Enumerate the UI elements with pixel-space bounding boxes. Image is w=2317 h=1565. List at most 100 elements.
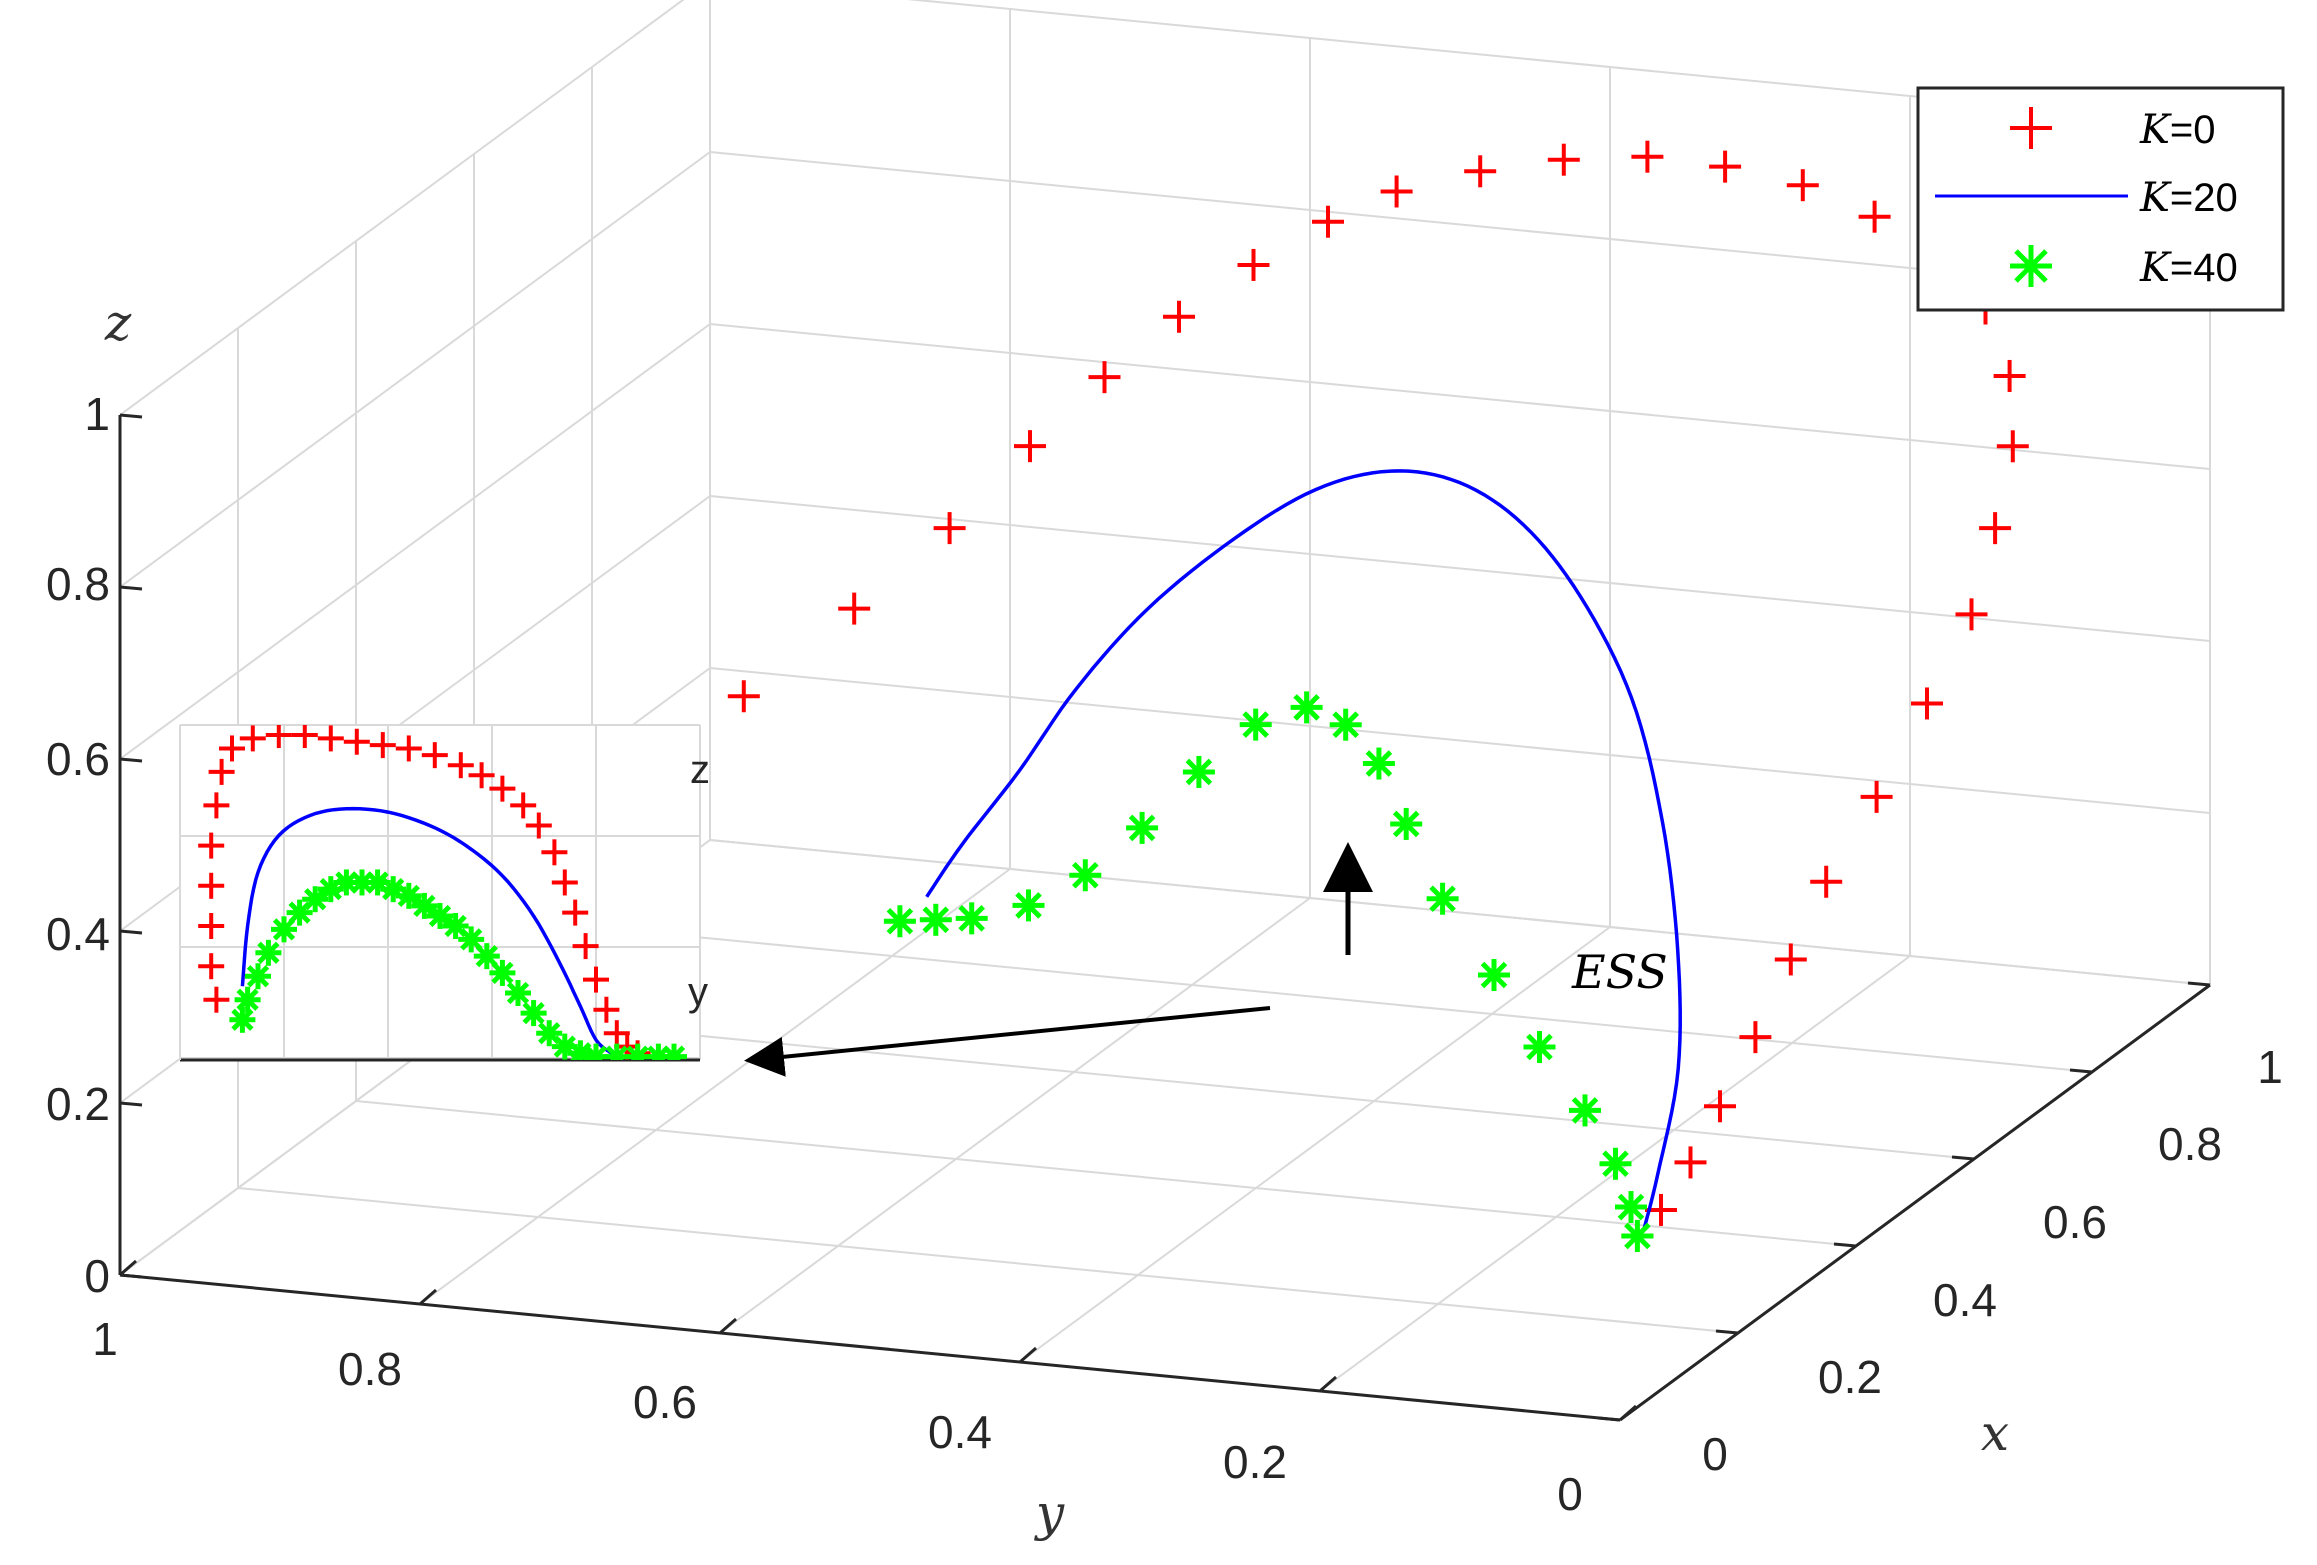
z-tick-label: 0.8	[46, 558, 110, 610]
data-point-asterisk	[380, 876, 407, 903]
legend-entry-k40: K=40	[2010, 245, 2238, 291]
data-point-plus	[562, 899, 589, 926]
data-point-asterisk	[883, 905, 916, 938]
grid-line	[119, 323, 711, 760]
data-point-asterisk	[1126, 811, 1159, 844]
data-point-plus	[1955, 598, 1988, 631]
grid-line	[709, 323, 2211, 470]
data-point-plus	[603, 1020, 630, 1047]
data-point-asterisk	[255, 939, 282, 966]
data-point-plus	[572, 933, 599, 960]
data-point-asterisk	[955, 902, 988, 935]
data-point-plus	[1547, 143, 1580, 176]
data-point-asterisk	[245, 963, 271, 990]
data-point-plus	[1786, 169, 1819, 202]
grid-line	[1019, 926, 1611, 1363]
data-point-plus	[1014, 430, 1046, 463]
x-tick-label: 0.6	[2043, 1196, 2107, 1248]
grid-line	[709, 839, 2211, 986]
z-tick-mark	[119, 585, 143, 591]
legend-label: K=20	[2139, 175, 2238, 221]
z-tick-mark	[119, 1101, 143, 1107]
data-point-plus	[838, 592, 871, 625]
data-point-plus	[1380, 175, 1413, 208]
data-point-plus	[1237, 248, 1270, 281]
y-tick-label: 0.6	[633, 1376, 697, 1428]
data-point-asterisk	[1478, 959, 1510, 991]
data-point-asterisk	[1362, 747, 1395, 780]
x-tick-mark	[1833, 1242, 1857, 1248]
inset-series-line-k20	[240, 806, 613, 1055]
data-point-plus	[421, 742, 448, 769]
plot-series	[372, 140, 2029, 1252]
data-point-plus	[541, 839, 568, 866]
data-point-plus	[727, 680, 760, 713]
grid-line	[719, 897, 1311, 1334]
y-tick-label: 0.8	[338, 1343, 402, 1395]
z-tick-label: 0.6	[46, 733, 110, 785]
legend: K=0 K=20 K=40	[1916, 86, 2285, 312]
ess-label: ESS	[1571, 945, 1668, 999]
data-point-plus	[583, 966, 609, 993]
data-point-plus	[203, 986, 230, 1013]
z-tick-mark	[119, 413, 143, 419]
data-point-plus	[489, 775, 516, 802]
grid-line	[237, 1187, 1739, 1334]
y-tick-labels: 1 0.8 0.6 0.4 0.2 0	[92, 1313, 1583, 1520]
data-point-plus	[510, 792, 537, 819]
grid-line	[709, 667, 2211, 814]
legend-label: K=0	[2139, 107, 2216, 153]
z-tick-label: 0	[84, 1250, 110, 1302]
y-tick-label: 0	[1557, 1468, 1583, 1520]
y-tick-mark	[1319, 1375, 1337, 1393]
data-point-plus	[369, 732, 396, 759]
data-point-plus	[219, 735, 245, 762]
data-point-asterisk	[1523, 1031, 1556, 1063]
data-point-asterisk	[1426, 882, 1459, 915]
inset-pointer-arrow	[744, 1006, 1271, 1077]
data-point-plus	[343, 728, 370, 755]
data-point-plus	[198, 953, 225, 980]
y-tick-label: 0.4	[928, 1406, 992, 1458]
data-point-asterisk	[1390, 807, 1423, 840]
data-point-plus	[1993, 359, 2026, 392]
data-point-plus	[317, 725, 344, 752]
data-point-asterisk	[661, 1043, 687, 1060]
data-point-plus	[1709, 150, 1742, 183]
y-tick-label: 1	[92, 1313, 118, 1365]
data-point-asterisk	[1182, 755, 1215, 788]
data-point-plus	[1312, 205, 1344, 238]
x-tick-mark	[1597, 1416, 1621, 1422]
data-point-plus	[1631, 140, 1664, 173]
x-tick-mark	[1715, 1329, 1739, 1335]
z-axis-label: z	[104, 294, 132, 352]
data-point-plus	[1774, 943, 1807, 976]
data-point-asterisk	[1290, 691, 1323, 724]
data-point-plus	[1911, 687, 1943, 720]
data-point-asterisk	[229, 1006, 256, 1033]
data-point-plus	[593, 996, 620, 1023]
data-point-plus	[239, 725, 266, 752]
axes	[118, 413, 2211, 1422]
data-point-plus	[198, 872, 225, 899]
x-axis-line	[1619, 983, 2211, 1422]
legend-label: K=40	[2139, 245, 2238, 291]
data-point-plus	[551, 869, 578, 896]
legend-box	[1916, 86, 2285, 312]
legend-marker-plus	[2010, 107, 2052, 149]
data-point-asterisk	[1239, 708, 1272, 741]
data-point-plus	[265, 725, 292, 749]
data-point-asterisk	[473, 943, 500, 970]
x-tick-label: 1	[2257, 1041, 2283, 1093]
grid-left-wall	[119, 0, 711, 1276]
grid-line	[355, 1100, 1857, 1247]
data-point-asterisk	[1012, 889, 1045, 922]
data-point-plus	[525, 812, 552, 839]
data-point-asterisk	[1615, 1191, 1647, 1224]
y-tick-mark	[419, 1288, 437, 1306]
data-point-plus	[447, 752, 474, 779]
data-point-plus	[203, 792, 230, 819]
y-tick-mark	[1619, 1404, 1637, 1422]
data-point-asterisk	[489, 959, 516, 986]
